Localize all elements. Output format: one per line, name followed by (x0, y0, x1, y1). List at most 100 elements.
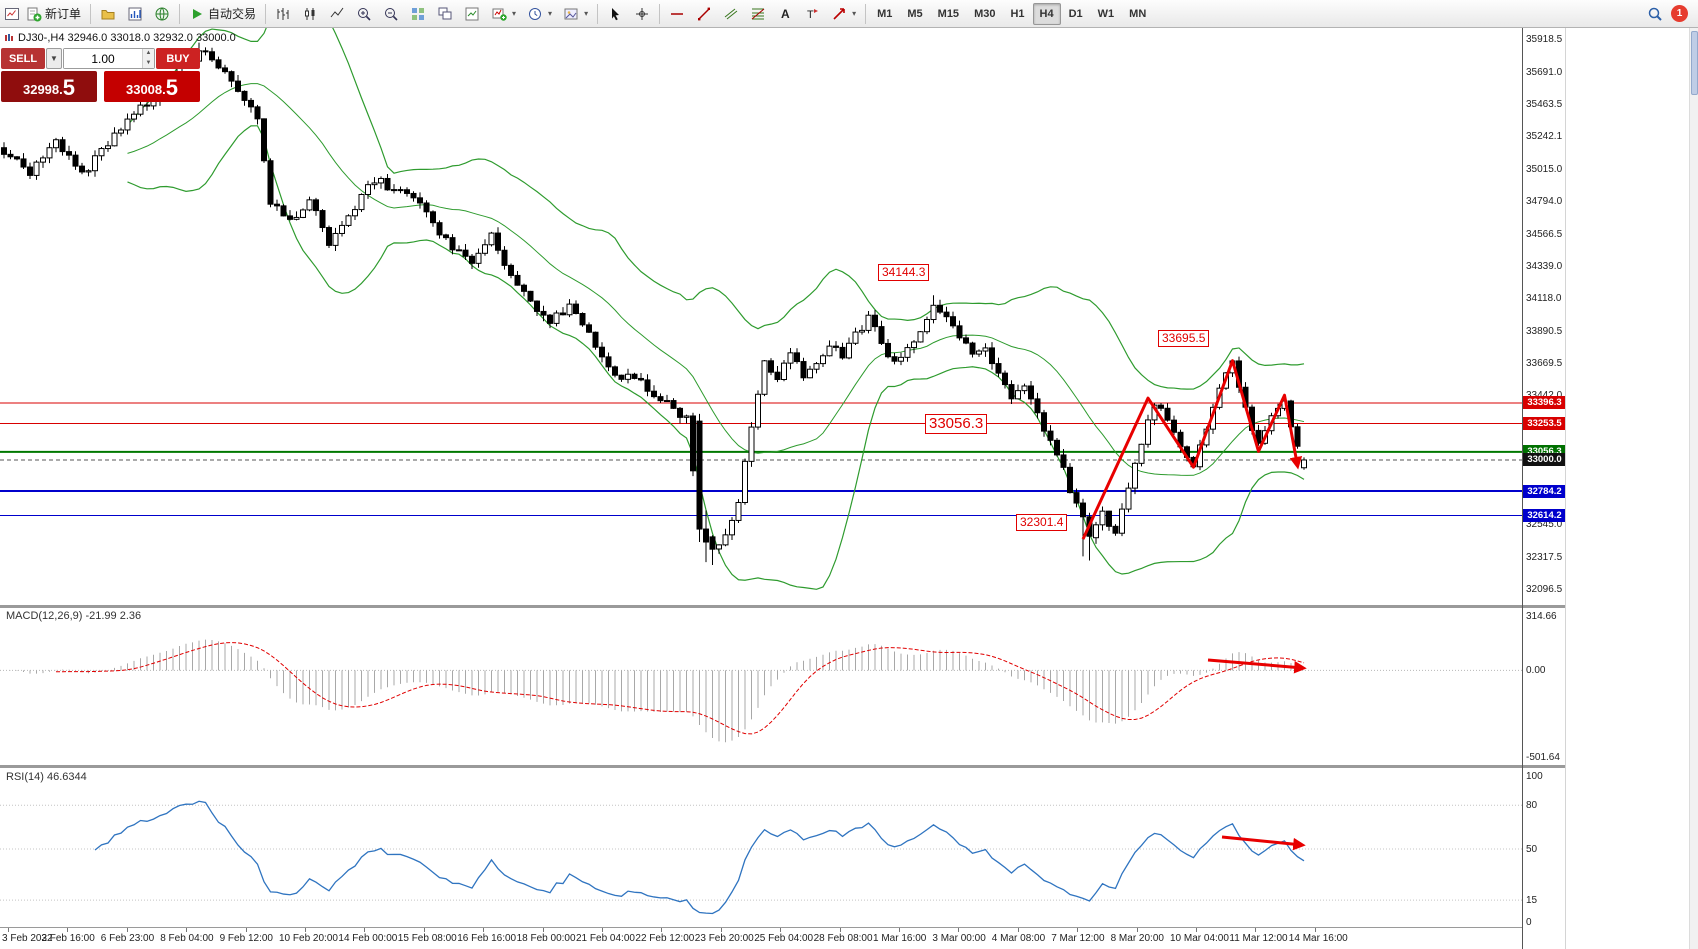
timeframe-mn-button[interactable]: MN (1129, 7, 1147, 20)
time-tick (305, 928, 306, 932)
periods-button[interactable] (522, 3, 557, 25)
horizontal-level-lines[interactable] (0, 402, 1522, 516)
bar-chart-mode-button[interactable] (270, 3, 296, 25)
rsi-line (94, 800, 1305, 915)
cascade-windows-button[interactable] (432, 3, 458, 25)
macd-trend-arrow (1207, 658, 1307, 674)
text-label-tool-button[interactable]: T (799, 3, 825, 25)
fibonacci-icon (750, 6, 766, 22)
price-annotation[interactable]: 34144.3 (878, 263, 930, 281)
market-watch-button[interactable] (122, 3, 148, 25)
line-chart-mode-button[interactable] (324, 3, 350, 25)
cursor-tool-button[interactable] (602, 3, 628, 25)
zoom-in-button[interactable] (351, 3, 377, 25)
profiles-button[interactable] (95, 3, 121, 25)
text-tool-button[interactable]: A (772, 3, 798, 25)
web-terminal-button[interactable] (149, 3, 175, 25)
price-annotation[interactable]: 33056.3 (925, 413, 988, 435)
scrollbar-thumb[interactable] (1691, 31, 1698, 95)
time-tick (8, 928, 9, 932)
autotrade-button[interactable]: 自动交易 (184, 3, 261, 25)
tile-windows-button[interactable] (405, 3, 431, 25)
time-axis-label: 16 Feb 16:00 (457, 933, 517, 944)
templates-button[interactable] (558, 3, 593, 25)
horizontal-line-tool-button[interactable] (664, 3, 690, 25)
timeframe-m5-button[interactable]: M5 (907, 7, 923, 20)
bollinger-bands (127, 28, 1305, 590)
market-watch-icon (127, 6, 143, 22)
arrows-shapes-button[interactable] (826, 3, 861, 25)
timeframe-toolbar: M1 M5 M15 M30 H1 H4 D1 W1 MN (870, 2, 1153, 25)
trendline-tool-button[interactable] (691, 3, 717, 25)
macd-signal-line (55, 642, 1305, 735)
rsi-indicator-label: RSI(14) 46.6344 (6, 771, 87, 783)
autotrade-label: 自动交易 (208, 7, 257, 21)
volume-field: ▲ ▼ (63, 48, 155, 69)
timeframe-m30-button[interactable]: M30 (974, 7, 996, 20)
volume-down-button[interactable]: ▼ (143, 58, 154, 68)
time-axis-label: 3 Feb 16:00 (41, 933, 95, 944)
new-chart-button[interactable] (486, 3, 521, 25)
rsi-trend-arrow (1221, 835, 1306, 851)
price-chart-canvas[interactable] (0, 28, 1522, 928)
globe-icon (154, 6, 170, 22)
buy-price-button[interactable]: 33008. 5 (104, 71, 200, 102)
timeframe-w1-button[interactable]: W1 (1097, 7, 1115, 20)
trend-drawings[interactable] (1081, 359, 1307, 851)
volume-input[interactable] (64, 49, 142, 68)
time-tick (483, 928, 485, 932)
rsi-panel (0, 800, 1522, 915)
time-axis-label: 11 Mar 12:00 (1229, 933, 1288, 944)
fibonacci-tool-button[interactable] (745, 3, 771, 25)
time-tick (423, 928, 425, 932)
timeframe-d1-button[interactable]: D1 (1068, 7, 1083, 20)
timeframe-h1-button[interactable]: H1 (1010, 7, 1025, 20)
timeframe-h4-button[interactable]: H4 (1032, 2, 1061, 25)
indicators-list-button[interactable] (459, 3, 485, 25)
one-click-dropdown-button[interactable]: ▼ (46, 48, 62, 69)
rsi-scale-label: 50 (1526, 844, 1538, 855)
symbol-ohlc-text: DJ30-,H4 32946.0 33018.0 32932.0 33000.0 (18, 32, 236, 44)
time-tick (542, 928, 544, 932)
new-order-button[interactable]: 新订单 (21, 3, 86, 25)
right-empty-panel (1565, 28, 1698, 949)
price-axis-label: 34118.0 (1526, 293, 1562, 305)
time-axis-label: 10 Feb 20:00 (279, 933, 338, 944)
chart-window-icon (4, 6, 20, 22)
price-axis-label: 35918.5 (1526, 34, 1563, 45)
price-axis[interactable]: 35918.5 35691.0 35463.5 35242.1 35015.0 34794… (1522, 28, 1566, 949)
sell-button[interactable]: SELL (1, 48, 45, 69)
search-button[interactable] (1642, 3, 1668, 25)
svg-text:A: A (781, 7, 790, 21)
timeframe-m15-button[interactable]: M15 (937, 7, 960, 20)
time-axis-label: 3 Mar 00:00 (932, 933, 986, 944)
notification-badge[interactable]: 1 (1671, 5, 1688, 22)
price-annotation[interactable]: 32301.4 (1016, 514, 1068, 532)
candlestick-mode-button[interactable] (297, 3, 323, 25)
zoom-out-button[interactable] (378, 3, 404, 25)
time-tick (1196, 928, 1197, 932)
cascade-windows-icon (437, 6, 453, 22)
trend-zigzag-arrow (1081, 359, 1303, 540)
toolbar-separator (90, 3, 92, 24)
time-axis[interactable]: 3 Feb 2022 3 Feb 16:00 6 Feb 23:00 8 Feb 04… (0, 928, 1522, 949)
buy-button[interactable]: BUY (156, 48, 200, 69)
time-axis-label: 14 Feb 00:00 (338, 933, 398, 944)
price-badge: 32784.2 (1523, 484, 1566, 498)
volume-up-button[interactable]: ▲ (143, 49, 154, 59)
vertical-scrollbar[interactable] (1689, 28, 1698, 949)
rsi-scale-label: 0 (1526, 917, 1532, 928)
toolbar-separator (265, 3, 267, 24)
trendline-icon (696, 6, 712, 22)
time-tick (899, 928, 900, 932)
timeframe-m1-button[interactable]: M1 (877, 7, 893, 20)
sell-price-button[interactable]: 32998. 5 (1, 71, 97, 102)
rsi-scale-label: 100 (1526, 771, 1543, 782)
crosshair-tool-button[interactable] (629, 3, 655, 25)
time-axis-label: 23 Feb 20:00 (694, 933, 754, 944)
sell-price-main: 32998. (22, 82, 63, 97)
channel-tool-button[interactable] (718, 3, 744, 25)
price-annotation[interactable]: 33695.5 (1158, 330, 1210, 348)
price-axis-label: 35691.0 (1526, 66, 1563, 78)
zoom-in-icon (356, 6, 372, 22)
